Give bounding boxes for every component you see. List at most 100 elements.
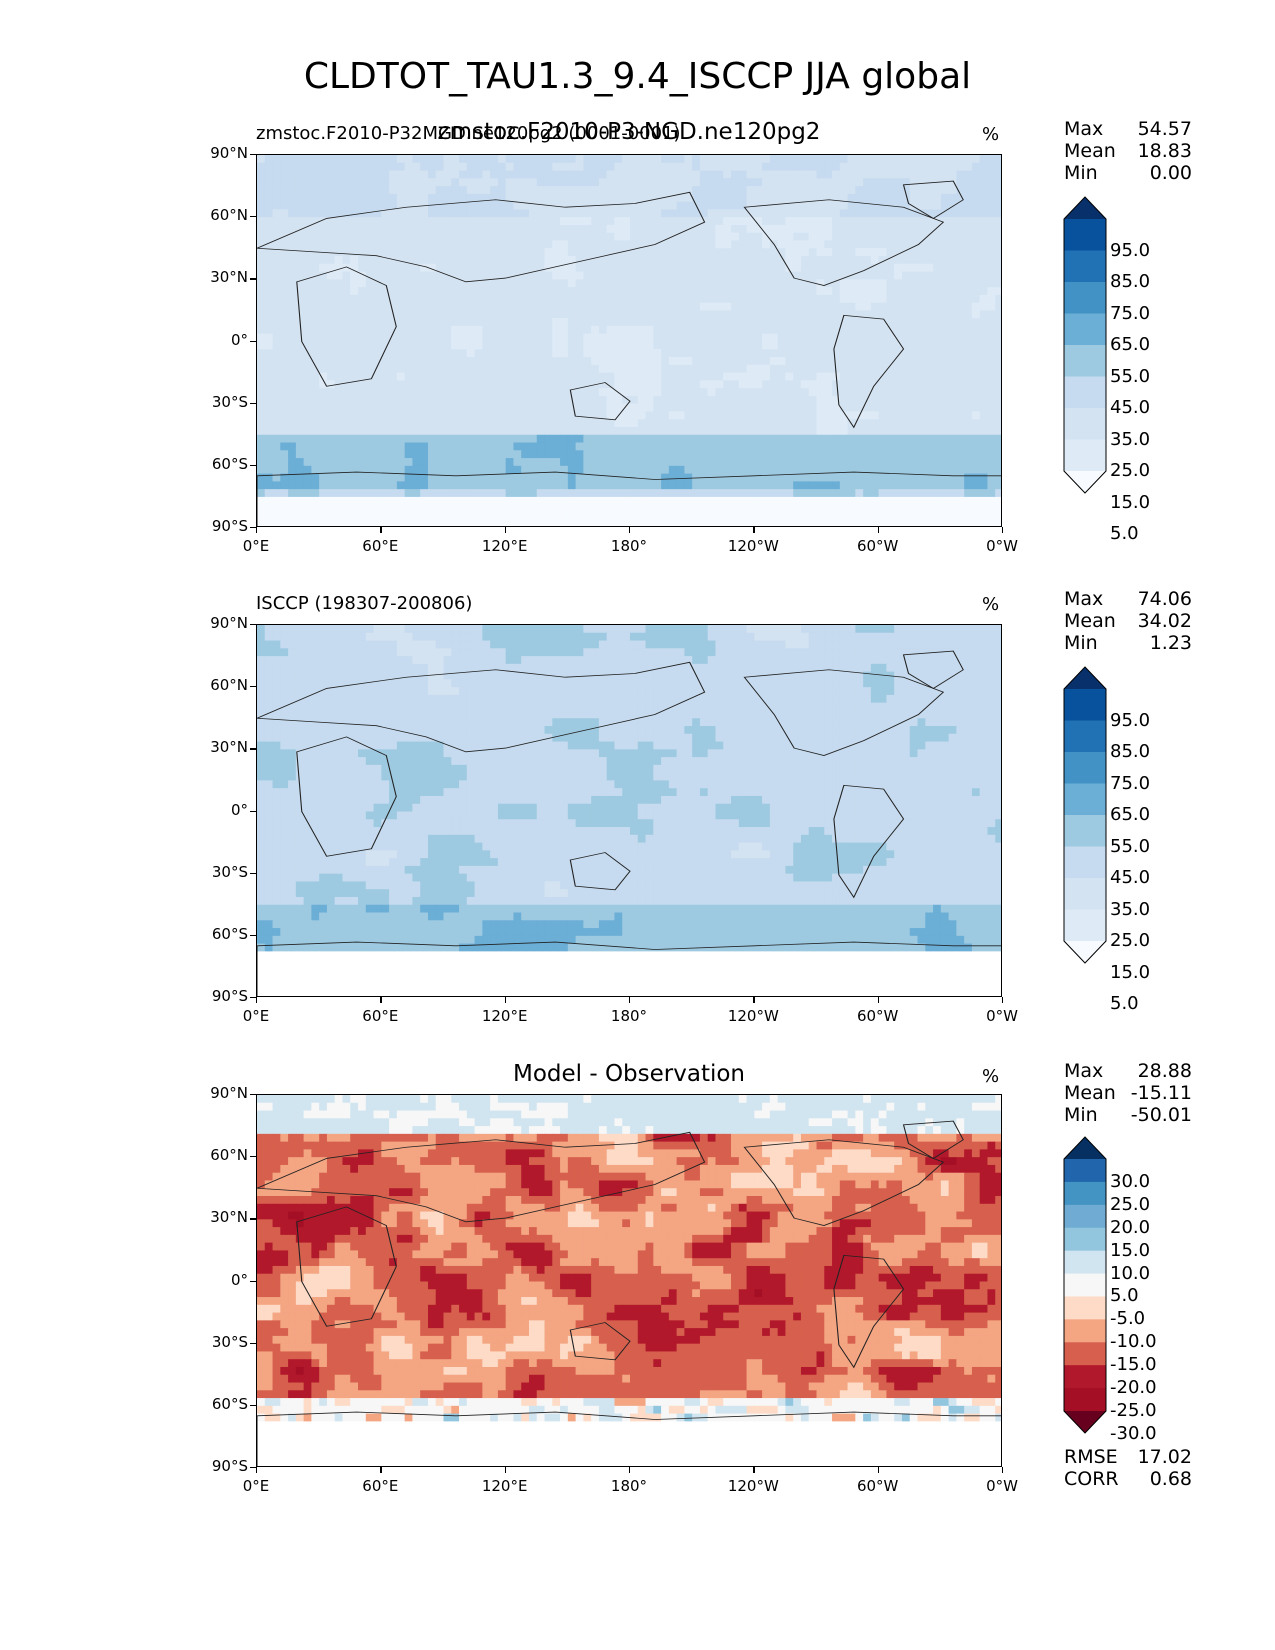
map-cell (738, 349, 748, 358)
map-cell (303, 520, 312, 526)
map-cell (443, 186, 452, 195)
map-cell (606, 186, 616, 195)
map-cell (894, 380, 903, 389)
map-cell (839, 240, 849, 249)
map-cell (451, 325, 460, 335)
map-cell (272, 426, 281, 436)
map-cell (420, 411, 429, 420)
map-cell (870, 364, 880, 374)
map-cell (389, 473, 398, 482)
map-cell (521, 380, 530, 389)
map-cell (707, 287, 717, 296)
map-cell (956, 403, 965, 413)
map-cell (591, 632, 600, 642)
map-cell (637, 318, 647, 327)
map-cell (863, 287, 872, 296)
map-cell (420, 419, 429, 428)
map-cell (474, 632, 483, 642)
map-cell (746, 434, 755, 444)
map-cell (979, 162, 989, 172)
map-cell (257, 648, 266, 657)
map-cell (894, 162, 903, 172)
map-cell (513, 372, 522, 381)
map-cell (466, 201, 476, 210)
map-cell (303, 489, 312, 498)
lat-tick-label: 30°S (211, 392, 248, 411)
map-cell (738, 426, 748, 436)
map-cell (769, 450, 779, 459)
map-cell (800, 170, 810, 179)
map-cell (606, 380, 616, 389)
map-cell (901, 224, 911, 234)
map-cell (420, 473, 429, 482)
map-cell (342, 248, 351, 257)
map-cell (505, 287, 515, 296)
map-cell (311, 395, 320, 405)
map-cell (490, 465, 499, 475)
map-cell (886, 357, 895, 366)
map-cell (295, 155, 305, 164)
map-cell (925, 302, 934, 312)
map-cell (816, 450, 825, 459)
map-cell (684, 504, 693, 514)
map-cell (987, 318, 996, 327)
map-cell (731, 473, 740, 482)
map-cell (964, 294, 973, 304)
map-cell (901, 155, 911, 164)
map-cell (793, 294, 802, 304)
map-cell (800, 263, 810, 273)
map-cell (692, 419, 701, 428)
map-cell (466, 178, 476, 187)
map-cell (482, 403, 491, 413)
map-cell (855, 294, 864, 304)
map-cell (280, 349, 289, 358)
map-cell (777, 178, 787, 187)
map-cell (513, 357, 522, 366)
map-cell (490, 162, 499, 172)
map-cell (295, 465, 305, 475)
map-cell (707, 450, 717, 459)
map-cell (785, 520, 794, 526)
map-cell (513, 465, 522, 475)
map-cell (645, 473, 654, 482)
map-cell (358, 325, 367, 335)
map-cell (637, 450, 647, 459)
map-cell (544, 357, 553, 366)
map-cell (459, 496, 468, 506)
map-cell (404, 419, 414, 428)
map-cell (622, 388, 631, 397)
map-cell (389, 465, 398, 475)
map-cell (381, 411, 390, 420)
map-cell (707, 302, 717, 312)
map-cell (637, 442, 647, 451)
map-cell (738, 248, 748, 257)
map-cell (940, 632, 950, 642)
map-cell (443, 426, 452, 436)
map-cell (832, 271, 841, 280)
map-cell (567, 434, 577, 444)
map-cell (940, 512, 950, 521)
map-cell (653, 248, 662, 257)
map-cell (567, 248, 577, 257)
map-cell (723, 248, 732, 257)
map-cell (396, 256, 406, 265)
map-cell (451, 232, 460, 242)
map-cell (909, 625, 919, 634)
map-cell (427, 625, 437, 634)
map-cell (552, 271, 561, 280)
map-cell (933, 640, 942, 649)
map-cell (280, 489, 289, 498)
map-cell (808, 318, 818, 327)
map-cell (350, 458, 359, 467)
map-cell (311, 333, 320, 343)
map-cell (459, 625, 468, 634)
map-cell (257, 512, 266, 521)
map-cell (793, 162, 802, 172)
map-cell (606, 294, 616, 304)
map-cell (886, 155, 895, 164)
map-cell (350, 162, 359, 172)
map-cell (474, 333, 483, 343)
map-cell (956, 458, 965, 467)
map-cell (497, 263, 507, 273)
map-cell (894, 248, 903, 257)
